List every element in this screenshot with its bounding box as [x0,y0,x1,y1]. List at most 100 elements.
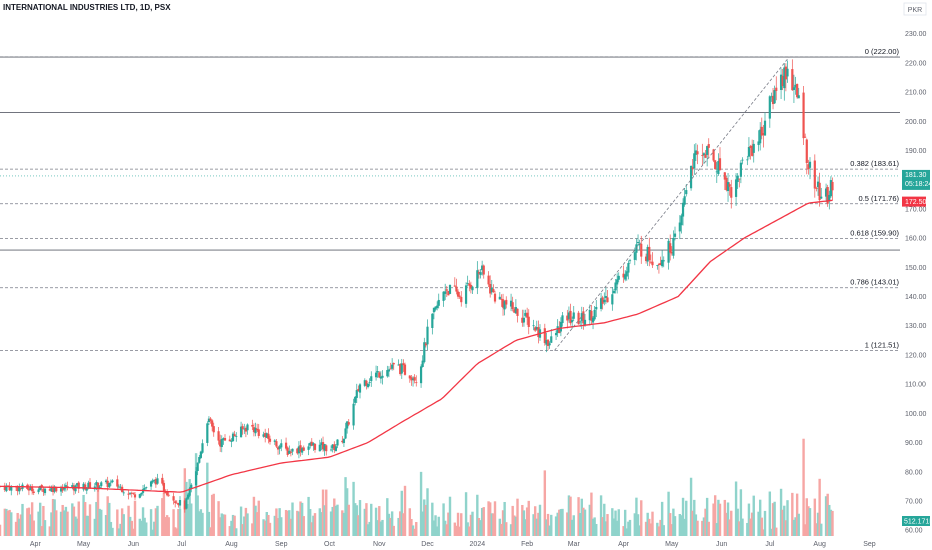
candle-body [715,171,718,173]
candle-body [423,342,426,362]
candle-body [149,481,153,487]
volume-bar [715,523,718,536]
candle-body [177,502,180,506]
volume-bar [243,516,246,536]
horizontal-lines[interactable]: 222.00203.00155.90 [0,52,926,256]
volume-bar [583,509,587,536]
volume-bar [96,485,100,536]
candle-body [98,486,101,489]
candle-body [318,444,321,452]
volume-bar [604,521,608,536]
candle-body [387,369,391,372]
candle-body [532,325,535,327]
volume-bar [548,525,551,536]
fibonacci-retracement[interactable]: 0 (222.00) 0.382 (183.61) 0.5 (171.76) 0.61… [0,47,900,351]
volume-bar [603,503,606,536]
volume-bar [718,503,722,536]
candle-body [43,488,47,494]
candle-body [264,433,267,437]
candle-body [312,443,315,446]
candle-body [550,336,553,343]
candle-body [217,431,220,441]
volume-bar [365,503,368,536]
candle-body [273,440,276,442]
price-tick-label: 80.00 [905,469,923,476]
candle-body [284,442,288,449]
volume-bar [132,528,135,536]
volume-bar [705,497,709,536]
candle-body [254,427,257,434]
candle-body [815,188,818,189]
candle-body [77,482,80,489]
candle-body [526,312,529,318]
candle-body [296,448,299,454]
volume-bar [19,514,23,536]
volume-bar [153,521,156,536]
volume-bar [768,491,772,536]
candle-body [571,320,574,323]
candle-body [352,403,355,426]
time-axis[interactable]: Apr May Jun Jul Aug Sep Oct Nov Dec 2024 Feb Mar Apr… [30,541,876,548]
candle-body [313,443,317,450]
candle-body [831,181,834,191]
volume-bar [318,508,322,536]
candle-body [432,307,436,313]
candle-body [3,485,6,491]
volume-bar [16,512,19,536]
volume-bar [749,518,752,536]
volume-bar [773,501,776,536]
candle-body [445,289,448,291]
volume-bar [533,506,537,536]
candle-body [739,162,742,177]
volume-bar [469,514,473,536]
volume-bar [276,518,280,536]
volume-bar [779,488,783,536]
candle-body [29,486,32,491]
volume-bar [775,527,778,536]
fib-trend-line[interactable] [554,56,790,351]
candle-body [612,290,616,294]
candle-body [151,480,154,483]
volume-bar [233,515,236,536]
volume-bar [108,502,111,536]
candle-body [265,433,268,438]
candle-body [132,492,135,494]
volume-bar [434,515,437,536]
candle-body [437,299,440,306]
candle-body [516,308,519,316]
volume-bar [246,513,249,536]
candle-body [492,289,495,293]
price-tick-label: 230.00 [905,31,927,38]
volume-bar [521,504,524,536]
candle-body [402,363,405,366]
candle-body [365,380,368,386]
candle-body [477,271,481,274]
volume-bar [207,511,211,536]
candle-body [262,434,265,437]
volume-bar [51,498,55,536]
candle-body [762,133,765,136]
price-tick-label: 100.00 [905,411,927,418]
candle-body [419,366,423,384]
candle-body [487,275,490,285]
candle-body [707,144,710,148]
volume-bar [667,491,670,536]
candle-body [138,494,141,498]
volume-bar [342,512,346,536]
candle-body [333,444,336,451]
price-axis[interactable]: PKR 60.00 70.00 80.00 90.00 100.00 110.00 120.… [900,0,932,550]
volume-bar [818,478,821,536]
volume-bar [488,502,492,536]
volume-bar [87,515,90,536]
volume-bar [408,508,412,536]
candle-body [143,488,146,490]
candle-body [201,443,204,453]
volume-bar [500,523,503,536]
time-tick-label: Feb [521,541,533,548]
currency-label: PKR [908,7,922,14]
volume-bar [577,497,580,536]
volume-bar [815,523,818,536]
volume-bar [220,513,223,536]
volume-bar [26,508,29,536]
